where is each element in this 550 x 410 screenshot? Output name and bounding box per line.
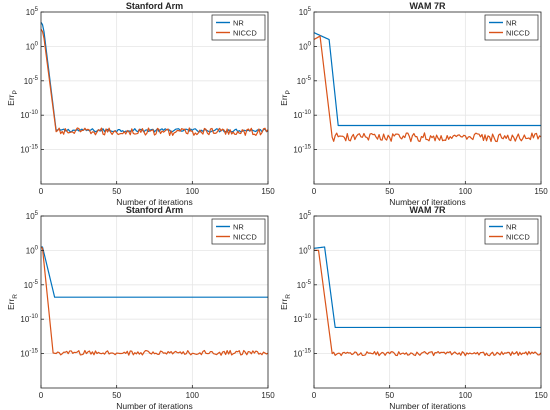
series-line-niccd bbox=[40, 246, 269, 356]
x-axis-label: Number of iterations bbox=[116, 401, 193, 410]
y-axis-label: ErrP bbox=[6, 90, 19, 106]
panel-3: 0 50 100 150 105 100 10-5 10-10 10-15 Stanford Ar… bbox=[6, 205, 275, 410]
chart-title: WAM 7R bbox=[410, 205, 447, 215]
legend-label-niccd: NICCD bbox=[506, 28, 530, 37]
y-tick-label: 10-10 bbox=[293, 314, 311, 324]
x-tick-label: 0 bbox=[39, 187, 44, 196]
x-tick-label: 50 bbox=[385, 187, 394, 196]
x-tick-label: 0 bbox=[312, 391, 317, 400]
y-tick-label: 10-10 bbox=[20, 110, 38, 120]
x-tick-label: 150 bbox=[534, 391, 548, 400]
y-axis-label: ErrP bbox=[279, 90, 292, 106]
x-tick-label: 50 bbox=[112, 391, 121, 400]
y-tick-label: 105 bbox=[26, 211, 39, 221]
y-axis-label: ErrR bbox=[6, 294, 19, 310]
x-axis-label: Number of iterations bbox=[389, 401, 466, 410]
x-tick-label: 150 bbox=[534, 187, 548, 196]
y-tick-label: 10-10 bbox=[293, 110, 311, 120]
y-tick-label: 105 bbox=[26, 7, 39, 17]
y-tick-label: 100 bbox=[299, 41, 312, 51]
plot-area bbox=[41, 12, 268, 184]
series-line-niccd bbox=[313, 35, 542, 143]
plot-area bbox=[41, 216, 268, 388]
y-tick-label: 10-5 bbox=[297, 76, 312, 86]
axes-box bbox=[40, 11, 269, 185]
legend-box bbox=[211, 218, 266, 245]
y-tick-label: 10-15 bbox=[20, 145, 38, 155]
legend-box bbox=[484, 218, 539, 245]
y-tick-label: 100 bbox=[26, 245, 39, 255]
y-tick-label: 105 bbox=[299, 7, 312, 17]
series-line-niccd bbox=[40, 28, 269, 136]
chart-title: Stanford Arm bbox=[126, 1, 183, 11]
legend-label-nr: NR bbox=[506, 222, 517, 231]
y-tick-label: 105 bbox=[299, 211, 312, 221]
y-axis-label: ErrR bbox=[279, 294, 292, 310]
legend-box bbox=[211, 14, 266, 41]
x-tick-label: 50 bbox=[112, 187, 121, 196]
x-axis-label: Number of iterations bbox=[389, 197, 466, 207]
legend-label-nr: NR bbox=[233, 18, 244, 27]
series-line-nr bbox=[313, 32, 541, 127]
y-tick-label: 10-5 bbox=[24, 76, 39, 86]
panel-2: 0 50 100 150 105 100 10-5 10-10 10-15 WAM 7R Numbe… bbox=[279, 1, 548, 207]
y-tick-label: 10-15 bbox=[20, 349, 38, 359]
x-tick-label: 100 bbox=[459, 187, 473, 196]
axes-box bbox=[313, 215, 542, 389]
x-axis-label: Number of iterations bbox=[116, 197, 193, 207]
plot-area bbox=[314, 12, 541, 184]
y-tick-label: 10-15 bbox=[293, 145, 311, 155]
legend-label-niccd: NICCD bbox=[233, 232, 257, 241]
series-line-nr bbox=[313, 246, 541, 329]
series-line-nr bbox=[41, 246, 268, 298]
legend-label-nr: NR bbox=[506, 18, 517, 27]
x-tick-label: 100 bbox=[459, 391, 473, 400]
y-tick-label: 100 bbox=[299, 245, 312, 255]
x-tick-label: 100 bbox=[186, 187, 200, 196]
series-line-niccd bbox=[314, 249, 542, 357]
legend-label-niccd: NICCD bbox=[233, 28, 257, 37]
legend-box bbox=[484, 14, 539, 41]
axes-box bbox=[313, 11, 542, 185]
legend-label-nr: NR bbox=[233, 222, 244, 231]
x-tick-label: 0 bbox=[312, 187, 317, 196]
x-tick-label: 100 bbox=[186, 391, 200, 400]
x-tick-label: 0 bbox=[39, 391, 44, 400]
panel-4: 0 50 100 150 105 100 10-5 10-10 10-15 WAM 7R Numbe… bbox=[279, 205, 548, 410]
y-tick-label: 10-5 bbox=[297, 280, 312, 290]
panel-1: 0 50 100 150 105 100 10-5 10-10 10-15 Stanford Ar… bbox=[6, 1, 275, 207]
y-tick-label: 10-10 bbox=[20, 314, 38, 324]
axes-box bbox=[40, 215, 269, 389]
y-tick-label: 100 bbox=[26, 41, 39, 51]
x-tick-label: 150 bbox=[261, 187, 275, 196]
x-tick-label: 50 bbox=[385, 391, 394, 400]
chart-title: Stanford Arm bbox=[126, 205, 183, 215]
y-tick-label: 10-15 bbox=[293, 349, 311, 359]
x-tick-label: 150 bbox=[261, 391, 275, 400]
plot-area bbox=[314, 216, 541, 388]
legend-label-niccd: NICCD bbox=[506, 232, 530, 241]
chart-title: WAM 7R bbox=[410, 1, 447, 11]
y-tick-label: 10-5 bbox=[24, 280, 39, 290]
